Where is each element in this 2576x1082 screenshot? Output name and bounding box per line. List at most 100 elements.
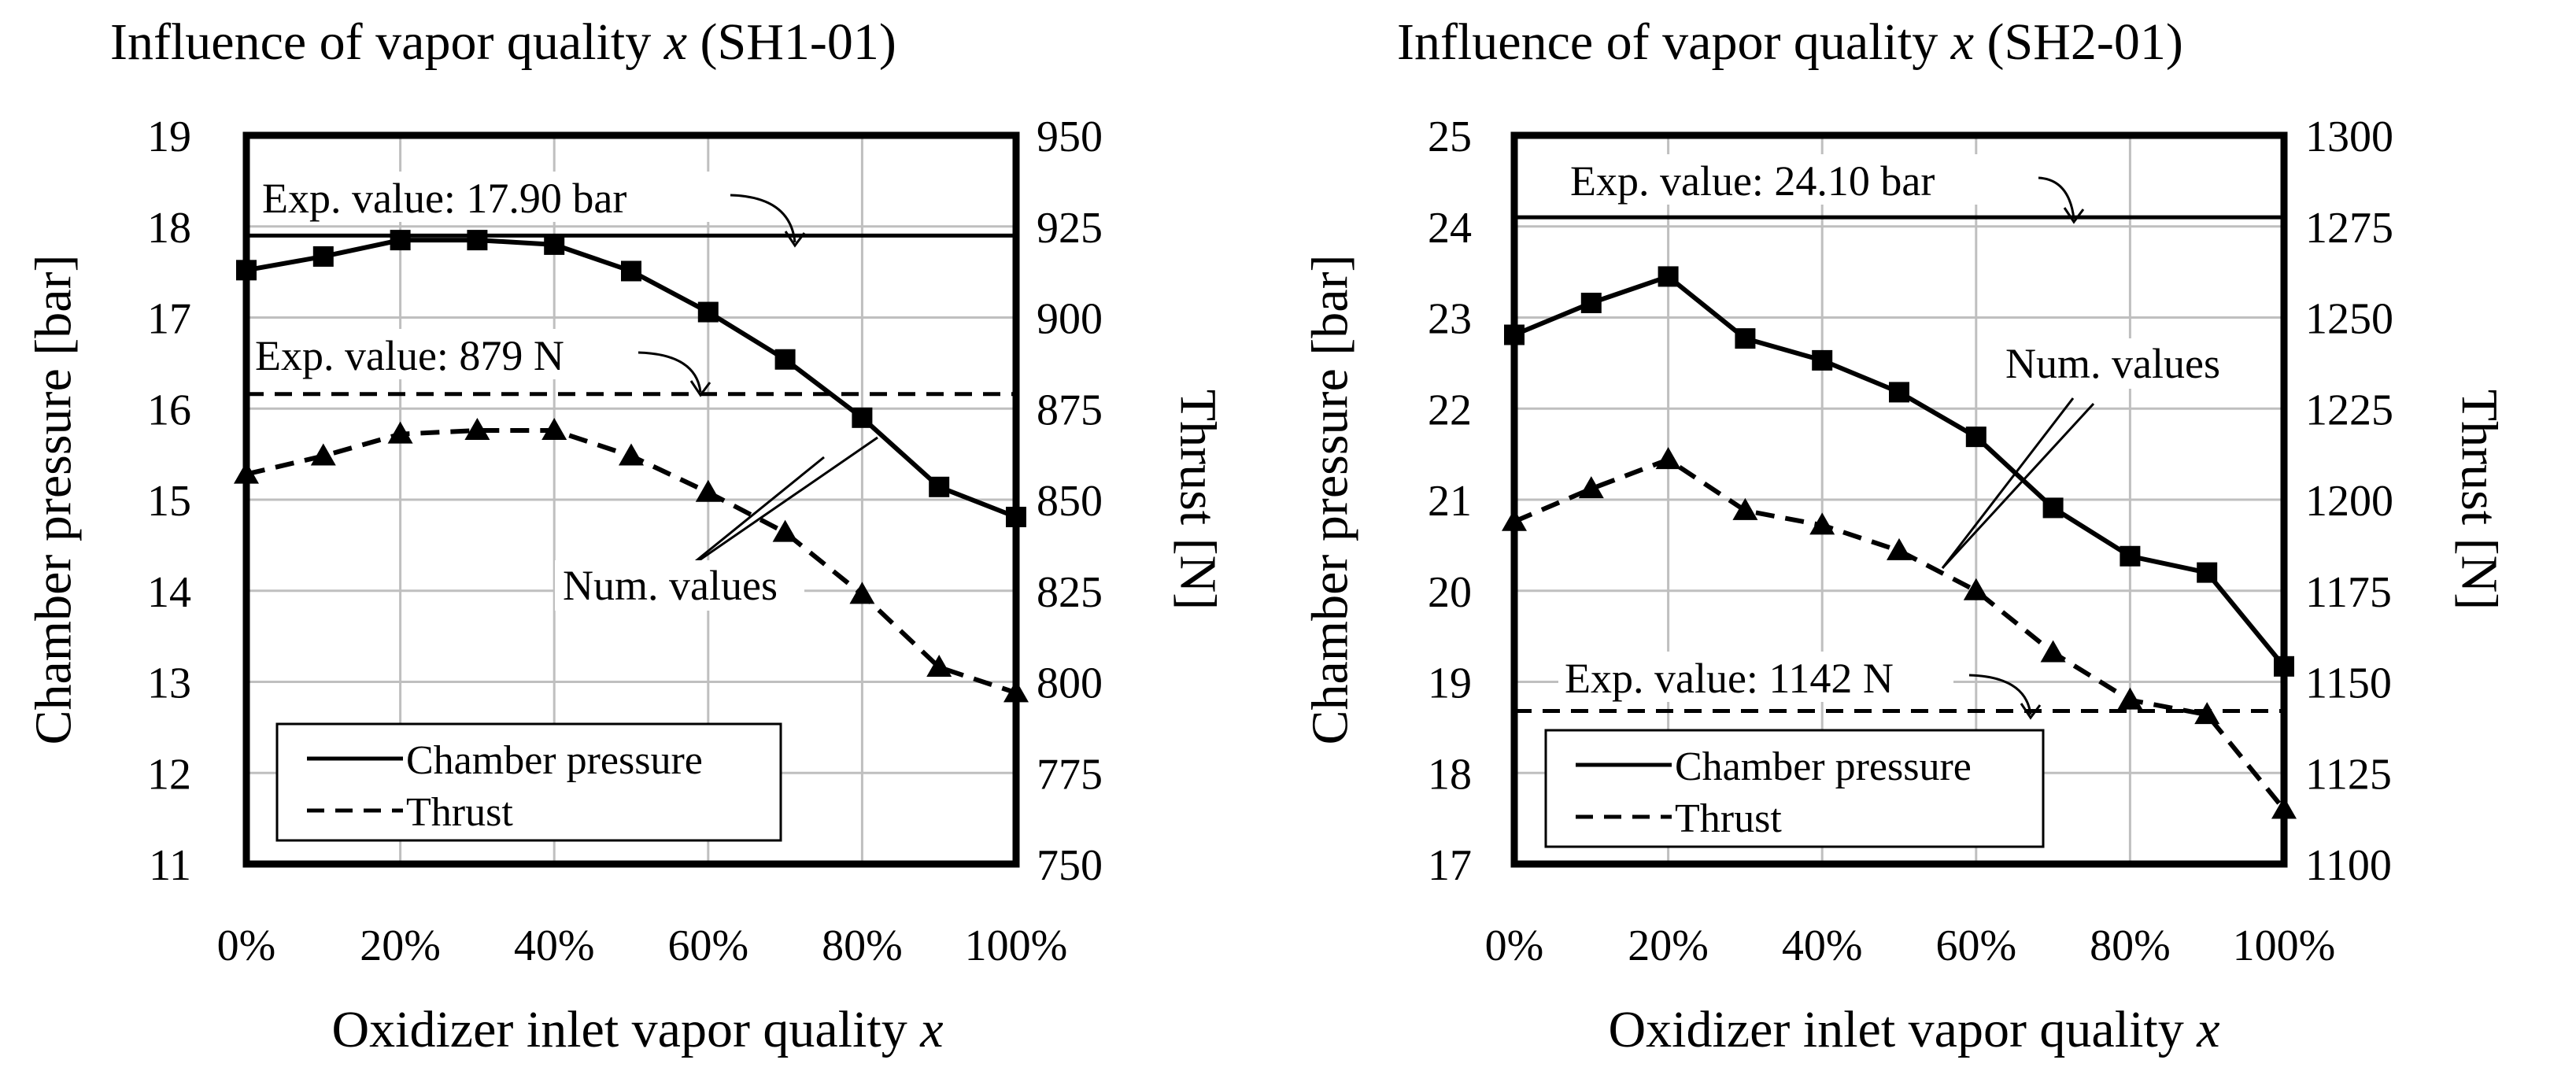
y-tick-label: 18 (1428, 750, 1472, 799)
x-axis-label-var: x (919, 1001, 943, 1058)
y2-axis-label: Thrust [N] (2451, 390, 2508, 610)
reference-arrow-head (2063, 207, 2085, 224)
chamber-pressure-marker (929, 476, 950, 497)
annotation-leader (1941, 397, 2075, 569)
reference-label-bg (256, 172, 715, 222)
chart-title-suffix: (SH2-01) (1974, 13, 2183, 71)
y-tick-label: 22 (1428, 386, 1472, 434)
thrust-marker (849, 582, 875, 604)
thrust-marker (2117, 687, 2143, 710)
reference-label-bg (1558, 652, 1953, 702)
y-tick-label: 13 (147, 659, 191, 708)
y2-tick-label: 775 (1037, 750, 1103, 799)
reference-label: Exp. value: 24.10 bar (1570, 157, 1935, 205)
reference-arrow (730, 194, 796, 243)
chamber-pressure-marker (1889, 382, 1909, 403)
thrust-marker (926, 654, 952, 677)
legend-label: Thrust (406, 790, 513, 835)
y-tick-label: 21 (1428, 477, 1472, 526)
x-tick-label: 100% (2233, 921, 2336, 970)
chamber-pressure-marker (1580, 292, 1602, 313)
chart-title: Influence of vapor quality x (SH2-01) (1397, 13, 2183, 71)
reference-label-bg (1564, 154, 2023, 205)
y-tick-label: 14 (147, 568, 191, 617)
thrust-marker (310, 443, 336, 466)
thrust-marker (1578, 476, 1604, 499)
x-tick-label: 40% (514, 921, 595, 970)
y2-tick-label: 1250 (2305, 295, 2393, 344)
y2-tick-label: 750 (1037, 841, 1103, 890)
y2-tick-label: 900 (1037, 295, 1103, 344)
y2-tick-label: 1100 (2305, 841, 2392, 890)
annotation-leader (1941, 402, 2095, 570)
annotation-leader (682, 456, 825, 573)
y-tick-label: 11 (149, 841, 191, 890)
x-tick-label: 0% (217, 921, 276, 970)
reference-arrow-head (784, 231, 806, 248)
y2-tick-label: 1175 (2305, 568, 2392, 617)
thrust-marker (2040, 640, 2066, 663)
y-tick-label: 23 (1428, 295, 1472, 344)
legend-label: Chamber pressure (406, 738, 703, 783)
chamber-pressure-marker (1658, 266, 1679, 287)
chart-title-var: x (663, 13, 687, 71)
chart-sh2-01: Influence of vapor quality x (SH2-01) 17 1… (1302, 13, 2508, 1058)
plot-frame (1510, 131, 2288, 868)
y-tick-label: 16 (147, 386, 191, 434)
y-tick-label: 18 (147, 204, 191, 253)
reference-arrow (1968, 674, 2032, 715)
y-tick-label: 19 (1428, 659, 1472, 708)
plot-frame (242, 131, 1020, 868)
y2-tick-label: 1150 (2305, 659, 2392, 708)
y-tick-label: 15 (147, 477, 191, 526)
thrust-marker (1809, 512, 1835, 535)
y2-tick-label: 925 (1037, 204, 1103, 253)
y2-tick-label: 950 (1037, 113, 1103, 161)
thrust-marker (619, 443, 644, 466)
chamber-pressure-marker (621, 260, 641, 282)
chart-title: Influence of vapor quality x (SH1-01) (110, 13, 896, 71)
y-tick-label: 19 (147, 113, 191, 161)
annotation-bg (555, 560, 804, 611)
chart-sh1-01: Influence of vapor quality x (SH1-01) 11 1… (25, 13, 1227, 1058)
reference-label: Exp. value: 879 N (255, 332, 564, 379)
x-tick-label: 80% (2090, 921, 2171, 970)
reference-arrow (638, 351, 702, 393)
y2-tick-label: 850 (1037, 477, 1103, 526)
chamber-pressure-marker (1965, 427, 1987, 448)
thrust-marker (1963, 578, 1989, 600)
x-tick-label: 100% (965, 921, 1068, 970)
chamber-pressure-marker (467, 230, 488, 251)
y2-tick-label: 1300 (2305, 113, 2393, 161)
thrust-line (1513, 457, 2286, 811)
chamber-pressure-marker (852, 407, 873, 428)
thrust-marker (1655, 447, 1681, 470)
y2-tick-label: 1225 (2305, 386, 2393, 434)
chart-title-prefix: Influence of vapor quality (1397, 13, 1951, 71)
y2-tick-label: 800 (1037, 659, 1103, 708)
y2-axis-label: Thrust [N] (1170, 390, 1227, 610)
chart-title-var: x (1950, 13, 1974, 71)
y2-tick-label: 875 (1037, 386, 1103, 434)
thrust-marker (387, 421, 413, 444)
y-tick-label: 24 (1428, 204, 1472, 253)
legend-label: Thrust (1675, 796, 1782, 841)
thrust-marker (464, 418, 490, 441)
reference-arrow-head (2020, 703, 2042, 720)
x-tick-label: 60% (1935, 921, 2016, 970)
y2-tick-label: 825 (1037, 568, 1103, 617)
y-tick-label: 20 (1428, 568, 1472, 617)
x-axis-label-prefix: Oxidizer inlet vapor quality (331, 1001, 920, 1058)
y2-tick-label: 1275 (2305, 204, 2393, 253)
x-axis-label: Oxidizer inlet vapor quality x (1608, 1001, 2219, 1058)
annotation-bg (1998, 338, 2247, 389)
y-tick-label: 25 (1428, 113, 1472, 161)
legend-label: Chamber pressure (1675, 744, 1972, 789)
y-axis-label: Chamber pressure [bar] (25, 254, 83, 744)
x-tick-label: 20% (360, 921, 441, 970)
thrust-marker (541, 418, 567, 441)
y2-tick-label: 1200 (2305, 477, 2393, 526)
y2-tick-label: 1125 (2305, 750, 2392, 799)
chamber-pressure-marker (312, 246, 334, 267)
